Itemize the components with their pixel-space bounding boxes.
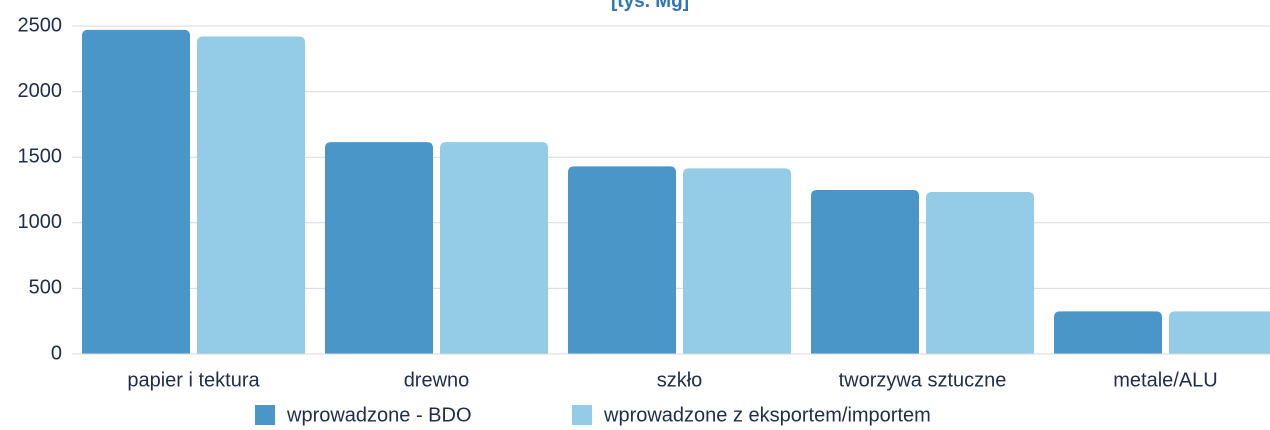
legend-swatch [255,405,275,425]
x-tick-label: papier i tektura [127,369,260,391]
bar [325,142,433,354]
legend-swatch [572,405,592,425]
y-tick-label: 2000 [18,80,63,102]
bar [82,29,190,354]
legend-label: wprowadzone - BDO [286,404,472,426]
bar [197,36,305,354]
bar [926,191,1034,354]
y-tick-label: 2500 [18,14,63,36]
x-tick-label: szkło [657,369,703,391]
chart-title: [tys. Mg] [611,0,689,12]
y-tick-label: 1000 [18,211,63,233]
x-tick-label: tworzywa sztuczne [839,369,1007,391]
bar [440,142,548,354]
bar [811,190,919,354]
x-tick-label: metale/ALU [1113,369,1218,391]
bar [568,166,676,354]
bar [1169,311,1270,354]
bar [683,168,791,354]
x-tick-label: drewno [404,369,470,391]
legend-label: wprowadzone z eksportem/importem [603,404,931,426]
y-tick-label: 1500 [18,145,63,167]
y-tick-label: 500 [29,277,62,299]
y-tick-label: 0 [51,342,62,364]
bar [1054,311,1162,354]
